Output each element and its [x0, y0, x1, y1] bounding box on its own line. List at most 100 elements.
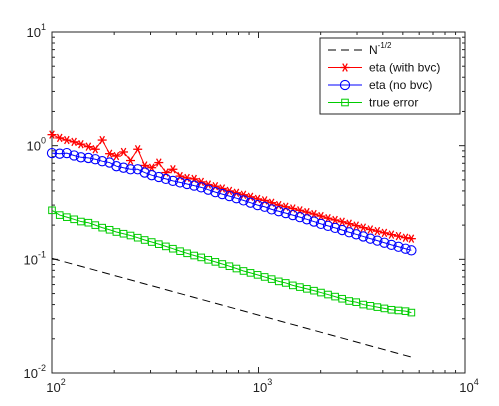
data-point-circle [358, 231, 369, 242]
data-point-asterisk [210, 181, 220, 191]
data-point-circle [217, 188, 228, 200]
data-point-square [407, 308, 416, 317]
data-point-circle [196, 182, 207, 193]
asterisk-stroke [402, 233, 409, 242]
data-point-circle [351, 229, 362, 240]
data-point-circle [245, 197, 256, 208]
y-tick-label-exponent: -1 [38, 249, 46, 259]
data-point-asterisk [344, 219, 354, 228]
data-point-circle [365, 233, 376, 244]
data-point-asterisk [351, 221, 361, 230]
data-point-circle [118, 162, 129, 173]
data-point-asterisk [246, 192, 256, 202]
asterisk-stroke [395, 231, 402, 241]
data-point-circle [266, 204, 277, 215]
data-point-circle [90, 154, 101, 165]
asterisk-stroke [388, 230, 395, 239]
data-point-asterisk [253, 194, 263, 204]
data-point-circle [174, 177, 186, 188]
data-point-circle [97, 156, 108, 167]
legend-label: eta (no bvc) [369, 78, 432, 92]
data-point-circle [139, 167, 150, 178]
data-point-circle [54, 148, 65, 159]
data-point-circle [400, 243, 411, 254]
asterisk-stroke [233, 188, 240, 198]
data-point-circle [339, 79, 351, 91]
data-point-asterisk [69, 137, 79, 147]
data-point-asterisk [231, 188, 241, 198]
data-point-circle [210, 186, 221, 198]
data-point-asterisk [260, 196, 270, 205]
asterisk-stroke [78, 139, 84, 149]
data-point-square [401, 307, 410, 315]
data-point-asterisk [316, 211, 326, 221]
y-tick-label-base: 10 [24, 366, 38, 381]
asterisk-stroke [240, 190, 247, 199]
data-point-square [63, 213, 71, 221]
asterisk-stroke [56, 133, 63, 143]
data-point-circle [203, 184, 214, 195]
data-point-square [55, 211, 64, 219]
data-point-asterisk [126, 156, 136, 165]
legend-item: true error [328, 96, 418, 110]
legend-label-exponent: -1/2 [378, 41, 392, 50]
data-point-asterisk [182, 173, 192, 183]
data-point-asterisk [386, 230, 396, 239]
data-point-asterisk [217, 184, 227, 193]
asterisk-stroke [219, 184, 226, 193]
data-point-asterisk [47, 130, 57, 139]
x-tick-label: 104 [459, 377, 478, 395]
asterisk-stroke [332, 215, 338, 225]
data-point-circle [160, 173, 172, 185]
x-tick-label-exponent: 3 [267, 377, 272, 387]
data-point-circle [259, 201, 270, 212]
data-point-asterisk [76, 139, 86, 149]
data-point-asterisk [90, 145, 100, 154]
asterisk-stroke [127, 156, 134, 165]
asterisk-stroke [120, 147, 127, 157]
series-eta-no-bvc [46, 147, 417, 256]
legend-label-base: N [369, 43, 378, 57]
asterisk-stroke [155, 158, 162, 167]
data-point-asterisk [365, 225, 375, 234]
asterisk-stroke [226, 186, 233, 196]
y-tick-label: 100 [27, 136, 46, 154]
series-line [51, 152, 412, 251]
data-point-circle [280, 207, 291, 219]
y-tick-label-base: 10 [27, 139, 41, 154]
data-point-circle [46, 147, 58, 159]
data-point-asterisk [330, 215, 340, 225]
asterisk-stroke [92, 145, 99, 154]
data-point-square [112, 228, 121, 236]
data-point-asterisk [154, 158, 164, 167]
data-point-asterisk [168, 165, 178, 174]
data-point-circle [125, 164, 136, 175]
data-point-asterisk [274, 200, 284, 210]
asterisk-stroke [353, 221, 360, 230]
x-tick-label-base: 10 [459, 380, 473, 395]
x-tick-label: 103 [253, 377, 272, 395]
y-tick-label-base: 10 [24, 252, 38, 267]
asterisk-stroke [177, 171, 183, 181]
data-point-asterisk [393, 231, 403, 241]
data-point-circle [167, 175, 179, 187]
data-point-asterisk [175, 171, 185, 181]
data-point-asterisk [379, 228, 389, 238]
asterisk-stroke [254, 194, 261, 204]
legend-item: eta (with bvc) [328, 61, 440, 75]
legend-label: N-1/2 [369, 41, 392, 57]
data-point-circle [322, 220, 334, 232]
data-point-circle [393, 241, 404, 252]
data-point-asterisk [401, 233, 411, 242]
x-tick-label-base: 10 [253, 380, 267, 395]
asterisk-stroke [367, 225, 374, 234]
y-tick-label: 10-2 [24, 363, 46, 381]
data-point-circle [386, 239, 397, 251]
asterisk-stroke [170, 165, 176, 174]
data-point-circle [111, 161, 122, 172]
data-point-asterisk [119, 147, 129, 157]
data-point-circle [181, 178, 193, 190]
data-point-circle [287, 209, 298, 221]
